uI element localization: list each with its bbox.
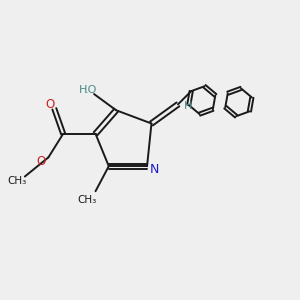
Text: H: H bbox=[79, 85, 87, 94]
Text: .O: .O bbox=[85, 85, 97, 94]
Text: CH₃: CH₃ bbox=[77, 195, 96, 205]
Text: O: O bbox=[46, 98, 55, 111]
Text: N: N bbox=[150, 163, 159, 176]
Text: CH₃: CH₃ bbox=[8, 176, 27, 186]
Text: H: H bbox=[184, 101, 193, 111]
Text: O: O bbox=[36, 155, 46, 168]
